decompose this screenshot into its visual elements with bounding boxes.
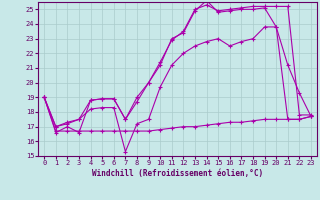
X-axis label: Windchill (Refroidissement éolien,°C): Windchill (Refroidissement éolien,°C) [92, 169, 263, 178]
